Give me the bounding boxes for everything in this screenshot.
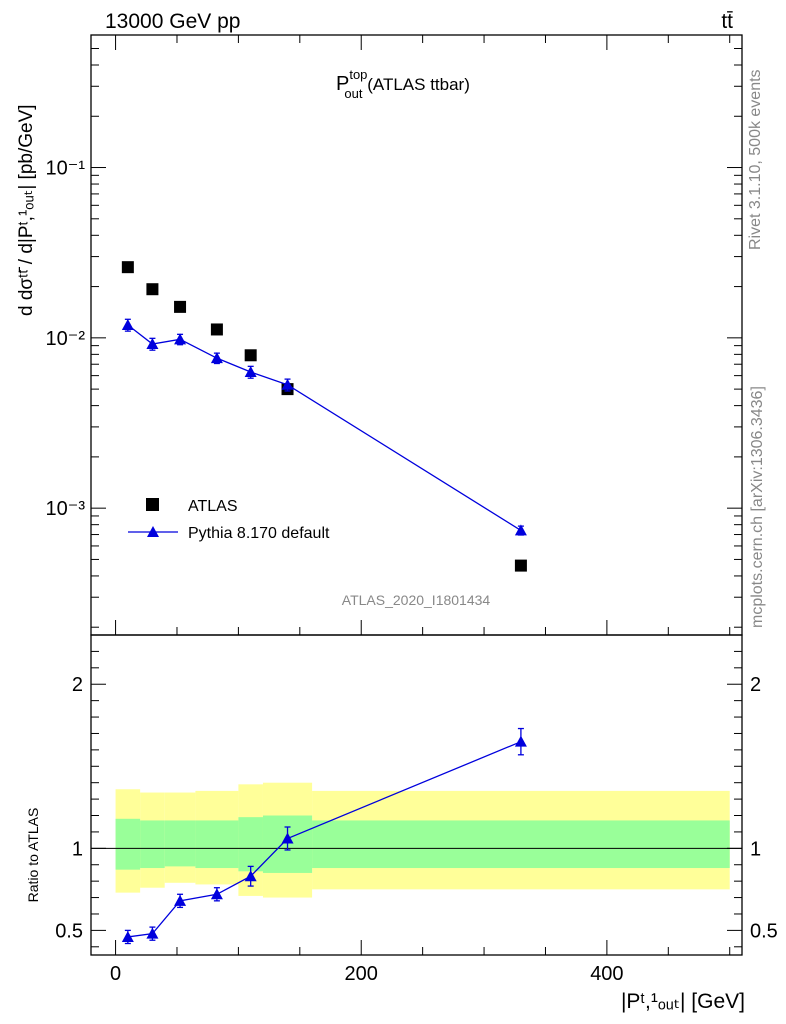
pythia-data-point bbox=[210, 352, 223, 364]
ratio-data-point bbox=[514, 735, 527, 747]
x-axis-label: |Pᵗ,¹ₒᵤₜ| [GeV] bbox=[621, 990, 745, 1013]
atlas-data-point bbox=[121, 261, 134, 274]
ratio-green-band bbox=[312, 820, 730, 869]
atlas-data-point bbox=[210, 323, 223, 336]
ratio-y-tick-label-right: 0.5 bbox=[750, 920, 778, 942]
ratio-uncertainty-bands bbox=[115, 782, 730, 898]
ratio-data-point bbox=[146, 927, 159, 939]
atlas-data-point bbox=[146, 283, 159, 296]
legend-pythia-label: Pythia 8.170 default bbox=[188, 525, 330, 542]
ratio-green-band bbox=[238, 817, 263, 872]
ratio-data-point bbox=[210, 888, 223, 900]
ratio-y-tick-label: 2 bbox=[72, 674, 83, 696]
legend-pythia-marker bbox=[147, 526, 159, 537]
ratio-data-point bbox=[244, 870, 257, 882]
pythia-line bbox=[127, 324, 522, 531]
main-y-tick-label: 10⁻¹ bbox=[46, 158, 86, 180]
pythia-data-point bbox=[121, 318, 134, 330]
ratio-green-band bbox=[140, 820, 165, 869]
pythia-data-point bbox=[244, 366, 257, 378]
legend: ATLAS Pythia 8.170 default bbox=[128, 498, 330, 542]
main-series-layer bbox=[121, 261, 527, 572]
x-tick-label: 200 bbox=[345, 963, 378, 985]
header-right: tt̄ bbox=[721, 10, 733, 33]
legend-atlas-marker bbox=[146, 498, 159, 511]
main-y-tick-label: 10⁻² bbox=[46, 328, 86, 350]
ratio-axis-ticks bbox=[91, 650, 742, 955]
ratio-data-point bbox=[281, 832, 294, 844]
pythia-data-point bbox=[146, 338, 159, 350]
main-title: Ptop out (ATLAS ttbar) bbox=[336, 67, 470, 101]
ratio-tick-labels: 0.5 0.5 1 1 2 2 0 200 400 bbox=[55, 674, 778, 985]
ratio-green-band bbox=[164, 820, 196, 867]
ratio-green-band bbox=[115, 818, 141, 870]
main-y-tick-labels: 10⁻³ 10⁻² 10⁻¹ bbox=[46, 158, 86, 521]
ratio-y-tick-label-right: 2 bbox=[750, 674, 761, 696]
mcplots-reference-text: mcplots.cern.ch [arXiv:1306.3436] bbox=[749, 386, 766, 628]
x-tick-label: 400 bbox=[590, 963, 623, 985]
ratio-green-band bbox=[195, 820, 239, 869]
pythia-data-point bbox=[174, 333, 187, 345]
pythia-data-point bbox=[514, 524, 527, 536]
ratio-series-layer bbox=[121, 727, 527, 945]
ratio-y-tick-label: 0.5 bbox=[55, 920, 83, 942]
header-left: 13000 GeV pp bbox=[105, 10, 240, 33]
ratio-frame bbox=[90, 634, 743, 956]
main-y-axis-label: d dσᵗᵗ̄ / d|Pᵗ,¹ₒᵤₜ| [pb/GeV] bbox=[16, 104, 37, 316]
atlas-data-point bbox=[174, 300, 187, 313]
ratio-data-point bbox=[121, 930, 134, 942]
rivet-version-text: Rivet 3.1.10, 500k events bbox=[747, 69, 764, 250]
ratio-y-axis-label: Ratio to ATLAS bbox=[25, 808, 41, 903]
ratio-y-tick-label: 1 bbox=[72, 838, 83, 860]
pythia-data-point bbox=[281, 378, 294, 390]
analysis-watermark: ATLAS_2020_I1801434 bbox=[342, 592, 491, 608]
x-tick-label: 0 bbox=[110, 963, 121, 985]
legend-atlas-label: ATLAS bbox=[188, 498, 238, 515]
main-frame bbox=[90, 34, 743, 636]
main-panel bbox=[90, 34, 743, 636]
ratio-data-point bbox=[174, 894, 187, 906]
main-y-tick-label: 10⁻³ bbox=[46, 498, 86, 520]
atlas-data-point bbox=[244, 349, 257, 362]
atlas-data-point bbox=[514, 559, 527, 572]
ratio-panel bbox=[90, 634, 743, 956]
main-axis-ticks bbox=[91, 35, 742, 635]
ratio-y-tick-label-right: 1 bbox=[750, 838, 761, 860]
